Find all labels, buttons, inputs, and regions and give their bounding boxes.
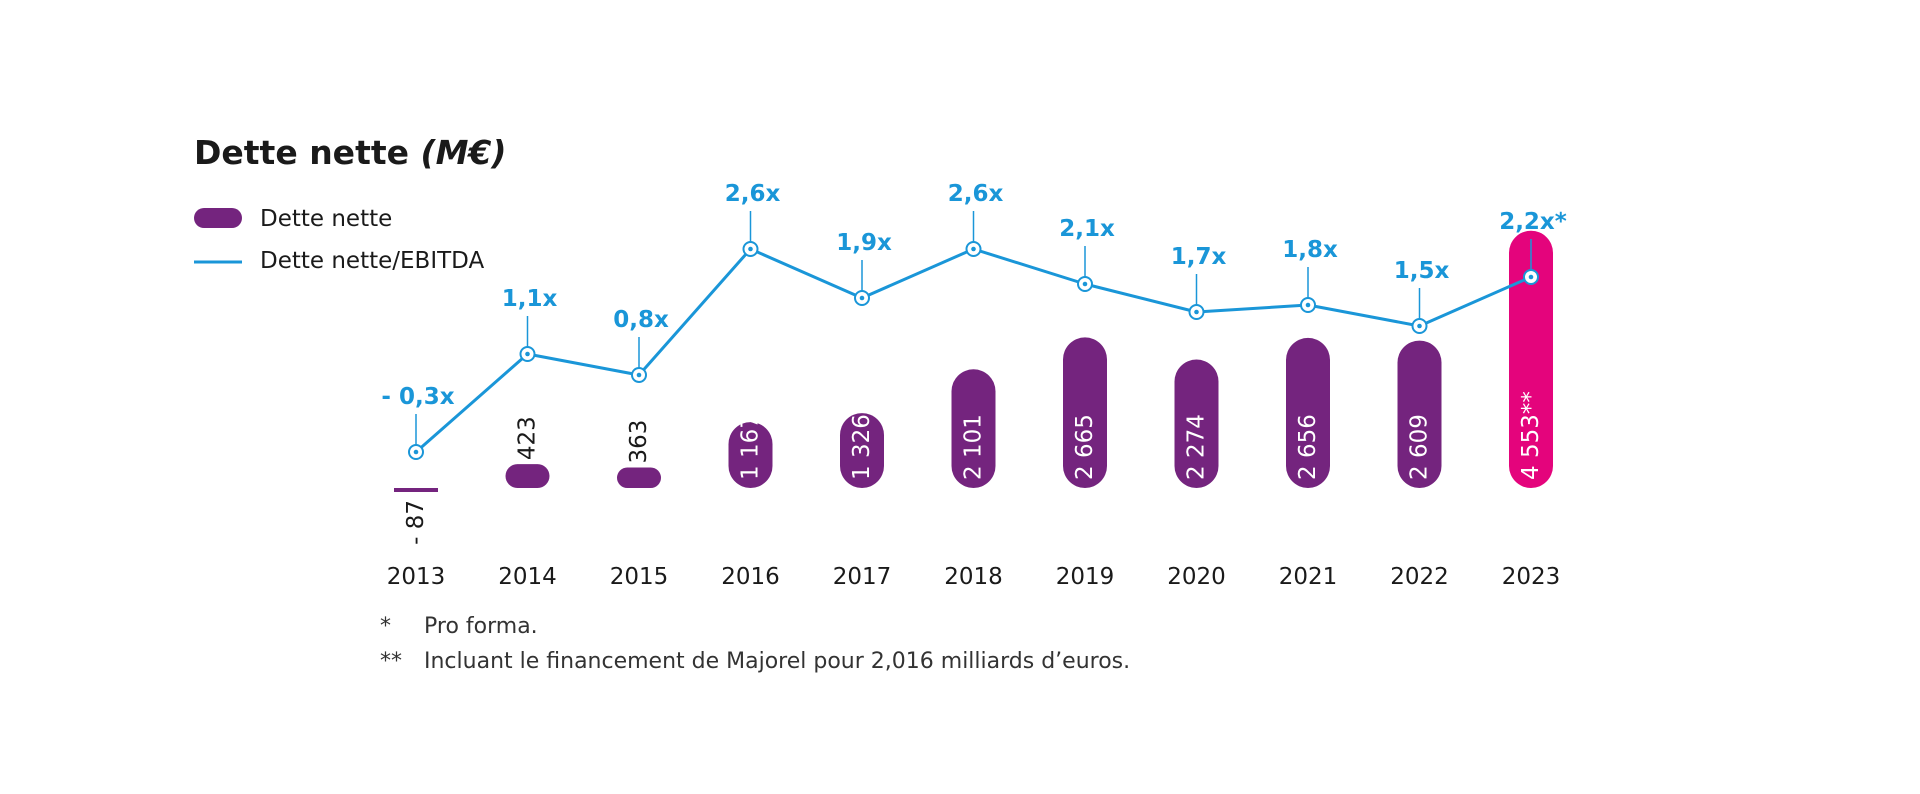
legend-bar-label: Dette nette <box>260 206 392 232</box>
bar-2016 <box>728 422 773 488</box>
year-label-2019: 2019 <box>1056 564 1115 590</box>
ratio-label-2013: - 0,3x <box>381 384 454 410</box>
legend-bar-swatch <box>194 208 242 228</box>
year-label-2018: 2018 <box>944 564 1003 590</box>
bar-2014 <box>505 464 550 488</box>
ratio-marker-dot-2017 <box>859 295 865 301</box>
ratio-marker-dot-2019 <box>1082 281 1088 287</box>
footnote-1-mark: * <box>380 614 391 639</box>
bar-value-label-2020: 2 274 <box>1184 414 1210 480</box>
bar-2023 <box>1509 230 1553 488</box>
bar-value-label-2016: 1 167 <box>738 414 764 480</box>
bar-value-label-2023: 4 553** <box>1518 391 1544 480</box>
footnote-1-text: Pro forma. <box>424 614 538 639</box>
year-label-2017: 2017 <box>833 564 892 590</box>
bar-value-label-2021: 2 656 <box>1295 414 1321 480</box>
ratio-label-2015: 0,8x <box>613 307 669 333</box>
year-label-2016: 2016 <box>721 564 780 590</box>
bar-value-label-2014: 423 <box>515 416 541 460</box>
bar-2018 <box>951 369 996 488</box>
ratio-label-2014: 1,1x <box>502 286 558 312</box>
ratio-label-2018: 2,6x <box>948 181 1004 207</box>
legend: Dette nette Dette nette/EBITDA <box>194 206 484 274</box>
ratio-marker-dot-2015 <box>636 372 642 378</box>
bar-value-label-2015: 363 <box>626 420 652 464</box>
bar-value-label-2019: 2 665 <box>1072 414 1098 480</box>
ratio-marker-dot-2018 <box>971 246 976 252</box>
ratio-label-2021: 1,8x <box>1282 237 1338 263</box>
bar-value-label-2017: 1 326 <box>849 414 875 480</box>
labels-layer: - 0,3x 1,1x 0,8x 2,6x 1,9x 2,6x 2,1x 1,7x 1,8x 1,… <box>381 181 1566 590</box>
bar-value-label-2022: 2 609 <box>1407 414 1433 480</box>
bar-2021 <box>1286 337 1330 488</box>
footnote-2-text: Incluant le financement de Majorel pour … <box>424 649 1130 674</box>
footnotes: * Pro forma. ** Incluant le financement … <box>380 614 1130 674</box>
ratio-label-2023: 2,2x* <box>1499 209 1567 235</box>
ratio-marker-dot-2023 <box>1528 274 1534 280</box>
year-label-2014: 2014 <box>498 564 557 590</box>
footnote-2-mark: ** <box>380 649 402 674</box>
title-main-text: Dette nette <box>194 133 409 172</box>
bars-layer <box>394 230 1553 492</box>
ratio-label-2022: 1,5x <box>1394 258 1450 284</box>
bar-value-label-2013: - 87 <box>403 500 429 545</box>
ratio-marker-dot-2021 <box>1305 302 1311 308</box>
bar-2020 <box>1174 359 1219 488</box>
ratio-marker-dot-2022 <box>1417 323 1422 329</box>
ratio-marker-dot-2020 <box>1194 309 1199 315</box>
title-unit-text: (M€) <box>421 133 507 172</box>
ratio-label-2019: 2,1x <box>1059 216 1115 242</box>
ratio-line-layer <box>408 211 1539 460</box>
ratio-label-2017: 1,9x <box>836 230 892 256</box>
bar-2013 <box>394 488 438 492</box>
bar-2019 <box>1063 337 1107 488</box>
bar-value-label-2018: 2 101 <box>961 414 987 480</box>
bar-2017 <box>840 413 884 488</box>
chart-title: Dette nette (M€) <box>194 133 506 172</box>
ratio-label-2020: 1,7x <box>1171 244 1227 270</box>
ratio-marker-dot-2014 <box>525 351 530 357</box>
year-label-2015: 2015 <box>610 564 669 590</box>
ratio-marker-dot-2013 <box>413 449 419 455</box>
bar-2022 <box>1397 340 1442 488</box>
year-label-2022: 2022 <box>1390 564 1449 590</box>
ratio-label-2016: 2,6x <box>725 181 781 207</box>
year-label-2021: 2021 <box>1279 564 1338 590</box>
year-label-2013: 2013 <box>387 564 446 590</box>
year-label-2020: 2020 <box>1167 564 1226 590</box>
year-label-2023: 2023 <box>1502 564 1561 590</box>
ratio-marker-dot-2016 <box>748 246 753 252</box>
legend-line-label: Dette nette/EBITDA <box>260 248 484 274</box>
bar-2015 <box>617 467 661 488</box>
